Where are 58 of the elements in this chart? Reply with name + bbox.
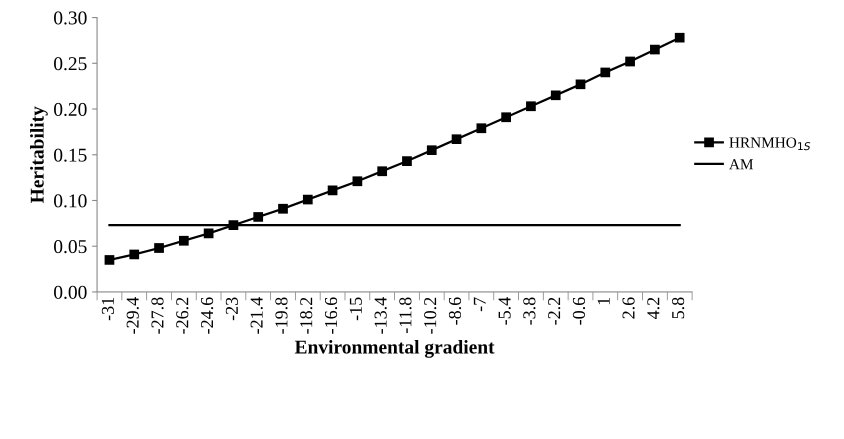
y-tick-label: 0.05 [54,240,87,254]
y-tick-label: 0.10 [54,194,87,208]
x-tick-label: -0.6 [572,297,586,325]
x-tick-label: -31 [102,298,114,320]
point [452,134,462,144]
y-tick-label: 0.00 [54,286,87,299]
x-tick-label: -2.2 [548,298,560,325]
point [352,176,362,186]
x-tick-label: -13.4 [374,297,387,334]
x-tick-label: -7 [474,297,486,312]
point [426,145,437,156]
x-tick-label: -19.8 [275,297,288,334]
point [600,68,610,78]
point [178,236,189,246]
legend-label: AM [729,159,754,170]
y-tick-label: 0.20 [54,102,87,116]
point [476,123,486,134]
x-tick-label: -3.8 [523,297,536,325]
y-tick-label: 0.15 [54,148,87,162]
point [674,32,685,43]
point [328,186,338,196]
x-tick-label: -29.4 [126,297,139,334]
x-tick-label: -5.4 [498,297,511,325]
x-tick-label: -23 [226,298,238,320]
y-tick-label: 0.30 [54,11,87,25]
x-tick-label: -11.8 [399,297,412,334]
x-tick-label: 2.6 [622,297,635,319]
legend-label: HRNMHO$_{1S}$ [729,137,810,150]
x-tick-label: -15 [350,298,362,320]
point [526,101,536,112]
point [576,79,586,90]
point [204,228,214,238]
x-tick-label: -8.6 [448,297,462,325]
point [302,194,313,204]
point [625,56,635,66]
point [650,44,660,54]
x-tick-label: -21.4 [250,297,263,334]
y-tick-label: 0.25 [54,57,87,70]
point [253,212,264,222]
x-tick-label: -26.2 [176,298,188,334]
x-tick-label: -27.8 [151,297,164,334]
x-axis-title: Environmental gradient [294,340,495,358]
x-tick-label: 5.8 [672,297,684,318]
x-tick-label: -10.2 [424,298,436,334]
point [104,255,114,265]
x-tick-label: -24.6 [201,297,214,334]
point [550,90,561,100]
x-tick-label: -16.6 [324,297,338,334]
point [278,204,288,214]
x-tick-label: 1 [598,298,610,304]
point [402,156,412,166]
x-tick-label: 4.2 [647,298,660,320]
x-tick-label: -18.2 [300,298,312,334]
point [154,243,164,253]
y-axis-title: Heritability [30,106,48,204]
point [501,112,511,122]
point [129,250,140,260]
point [377,166,388,176]
